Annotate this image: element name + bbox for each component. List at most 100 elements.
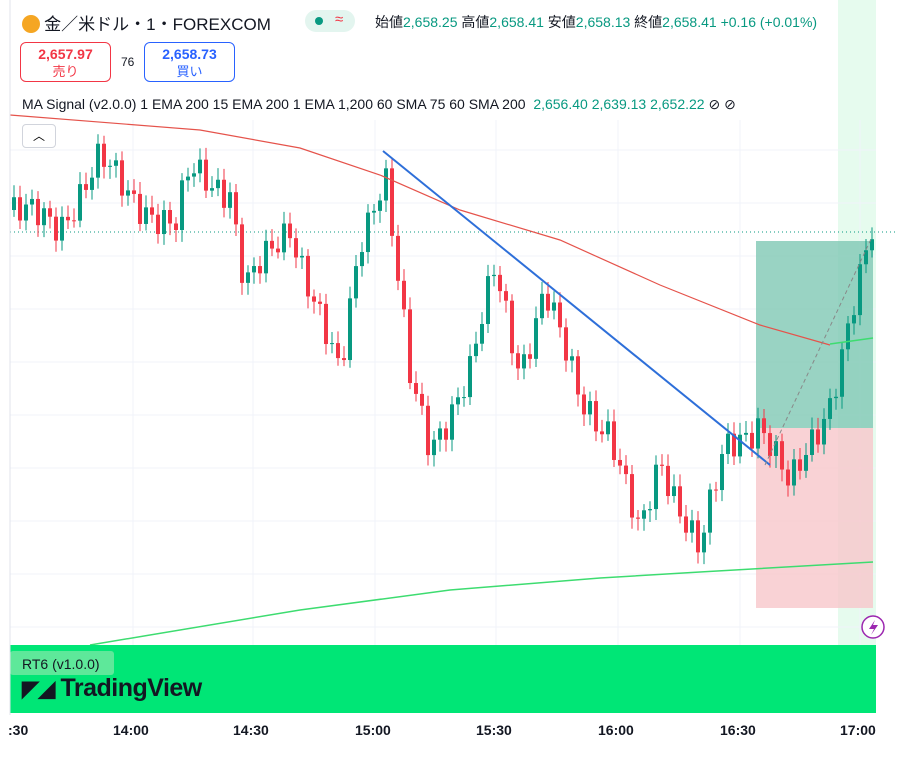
candle <box>222 179 226 208</box>
candle <box>12 197 16 210</box>
buy-label: 買い <box>176 64 203 79</box>
spread: 76 <box>121 55 135 69</box>
high: 2,658.41 <box>489 14 544 30</box>
candle <box>726 433 730 455</box>
candle <box>90 177 94 190</box>
buy-price: 2,658.73 <box>162 46 217 62</box>
indicator-row: MA Signal (v2.0.0) 1 EMA 200 15 EMA 200 … <box>22 96 736 112</box>
candle <box>624 465 628 475</box>
candle <box>294 238 298 258</box>
status-pill[interactable]: ≈ <box>305 10 355 32</box>
time-label: 14:30 <box>233 722 269 738</box>
sell-label: 売り <box>52 64 79 79</box>
candle <box>534 318 538 359</box>
candle <box>852 315 856 324</box>
candle <box>252 266 256 273</box>
candle <box>792 459 796 486</box>
candle <box>618 459 622 466</box>
candle <box>276 248 280 253</box>
candle <box>204 159 208 191</box>
candle <box>654 464 658 510</box>
symbol-icon <box>22 15 40 33</box>
low: 2,658.13 <box>575 14 631 30</box>
candle <box>318 301 322 304</box>
candle <box>822 418 826 445</box>
ma-red <box>9 114 831 346</box>
candle <box>858 264 862 316</box>
candle <box>612 421 616 460</box>
candle <box>300 255 304 258</box>
candle <box>180 180 184 230</box>
candle <box>846 323 850 350</box>
candle <box>528 354 532 359</box>
candle <box>402 280 406 310</box>
ma-green <box>89 561 874 646</box>
candle <box>192 173 196 177</box>
candle <box>672 486 676 497</box>
candle <box>336 343 340 359</box>
candle <box>186 176 190 181</box>
candle <box>564 327 568 361</box>
candle <box>480 323 484 344</box>
candle <box>696 520 700 553</box>
candle <box>450 404 454 440</box>
indicator-value: 2,656.40 <box>533 96 588 112</box>
candle <box>774 441 778 456</box>
candle <box>684 516 688 533</box>
loss-zone <box>756 428 873 608</box>
candle <box>372 210 376 213</box>
candle <box>606 421 610 435</box>
candle <box>342 358 346 361</box>
candle <box>642 510 646 519</box>
sell-button[interactable]: 2,657.97 売り <box>20 42 111 82</box>
candle <box>834 396 838 399</box>
symbol-row: 金／米ドル・1・FOREXCOM <box>22 10 271 35</box>
candle <box>510 300 514 354</box>
candle <box>522 354 526 369</box>
time-label: 16:00 <box>598 722 634 738</box>
candle <box>666 465 670 497</box>
candle <box>762 418 766 434</box>
candle <box>840 349 844 397</box>
brand: ◤◢ TradingView <box>22 674 202 702</box>
candle <box>72 220 76 222</box>
close: 2,658.41 <box>662 14 717 30</box>
candle <box>648 509 652 511</box>
candle <box>396 235 400 281</box>
candle <box>60 216 64 241</box>
buy-button[interactable]: 2,658.73 買い <box>144 42 235 82</box>
brand-name: TradingView <box>60 674 202 702</box>
candle <box>498 274 502 292</box>
symbol[interactable]: 金／米ドル・1・FOREXCOM <box>44 15 271 34</box>
ohlc: 始値2,658.25 高値2,658.41 安値2,658.13 終値2,658… <box>375 12 817 32</box>
candle <box>732 433 736 457</box>
alert-bolt <box>869 620 878 635</box>
open-label: 始値 <box>375 14 403 30</box>
candle <box>96 143 100 178</box>
candle <box>630 474 634 518</box>
candle <box>636 517 640 519</box>
candle <box>768 433 772 456</box>
candle <box>870 239 874 251</box>
candle <box>360 252 364 267</box>
candle <box>312 296 316 302</box>
candle <box>66 216 70 221</box>
open: 2,658.25 <box>403 14 458 30</box>
candle <box>474 343 478 357</box>
panel <box>10 645 876 713</box>
candle <box>546 293 550 311</box>
candle <box>30 198 34 205</box>
candle <box>750 432 754 449</box>
time-label: 15:00 <box>355 722 391 738</box>
candle <box>168 210 172 224</box>
candle <box>24 204 28 221</box>
candle <box>438 428 442 440</box>
collapse-button[interactable]: ︿ <box>22 124 56 148</box>
candle <box>570 356 574 361</box>
candle <box>216 179 220 189</box>
sell-price: 2,657.97 <box>38 46 93 62</box>
candle <box>444 428 448 440</box>
time-label: 14:00 <box>113 722 149 738</box>
candle <box>258 266 262 274</box>
